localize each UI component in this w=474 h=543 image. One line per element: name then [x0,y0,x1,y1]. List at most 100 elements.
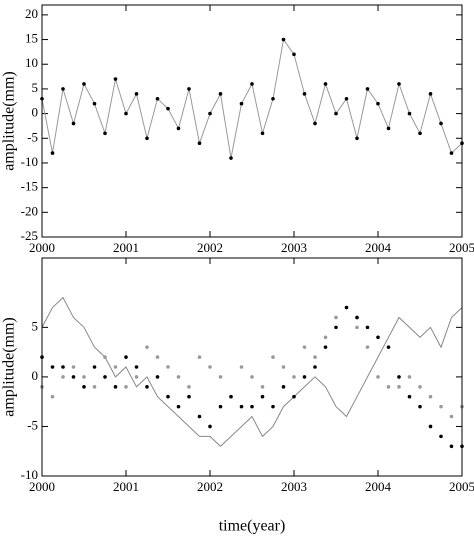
x-tick-label: 2001 [113,240,139,255]
point [134,92,139,96]
point [418,131,422,136]
point [260,131,265,136]
x-tick-label: 2004 [365,240,392,255]
point [439,404,443,409]
point [145,385,149,389]
point [124,111,128,116]
point [313,121,317,126]
point [124,355,128,359]
point [197,355,202,359]
point [92,385,97,389]
x-tick-label: 2000 [29,240,55,255]
point [208,365,212,369]
point [344,305,349,310]
x-tick-label: 2003 [281,479,307,494]
point [302,92,307,96]
point [313,355,317,359]
y-tick-label: -10 [21,467,38,482]
point [92,101,97,106]
point [218,404,223,409]
point [103,355,107,359]
point [50,365,55,369]
x-axis-title: time(year) [219,518,286,535]
point [103,131,107,136]
point [292,394,296,399]
point [449,414,454,419]
point [155,96,160,101]
point [418,385,422,389]
point [208,424,212,429]
point [166,106,170,111]
point [155,375,160,379]
point [302,375,307,379]
series-line [41,296,463,447]
point [439,121,443,126]
point [386,345,391,349]
y-tick-label: 0 [32,368,39,383]
point [344,96,349,101]
point [82,375,86,379]
point [197,141,202,146]
point [271,404,275,409]
point [113,77,118,81]
point [397,82,401,86]
point [449,444,454,449]
point [386,126,391,131]
y-tick-label: 5 [32,80,39,95]
point [197,414,202,419]
point [365,325,370,330]
y-tick-label: 5 [32,318,39,333]
point [271,355,275,359]
point [281,365,286,369]
point [376,375,380,379]
point [176,126,181,131]
point [71,121,76,126]
x-tick-label: 2005 [449,479,474,494]
point [418,404,422,409]
point [292,52,296,57]
point [239,365,244,369]
y-tick-label: 15 [25,31,38,46]
series-line [41,38,463,159]
point [376,101,380,106]
y-tick-label: -20 [21,203,38,218]
point [281,37,286,42]
point [155,355,160,359]
point [302,345,307,349]
point [176,375,181,379]
point [428,92,433,96]
point [271,96,275,101]
point [386,385,391,389]
x-tick-label: 2003 [281,240,307,255]
x-tick-label: 2004 [365,479,392,494]
point [124,385,128,389]
point [187,87,191,91]
point [397,385,401,389]
point [113,365,118,369]
point [71,365,76,369]
point [61,365,65,369]
point [365,345,370,349]
point [365,87,370,91]
point [187,385,191,389]
point [407,111,412,116]
point [323,82,328,86]
y-tick-label: 10 [25,55,38,70]
x-tick-label: 2002 [197,240,223,255]
point [61,375,65,379]
point [50,394,55,399]
point [281,385,286,389]
x-tick-label: 2000 [29,479,55,494]
point [250,404,254,409]
point [334,111,338,116]
point [250,375,254,379]
y-tick-label: -5 [27,417,38,432]
point [313,365,317,369]
point [92,365,97,369]
point [292,375,296,379]
point [250,82,254,86]
point [229,394,233,399]
point [113,385,118,389]
point [176,404,181,409]
